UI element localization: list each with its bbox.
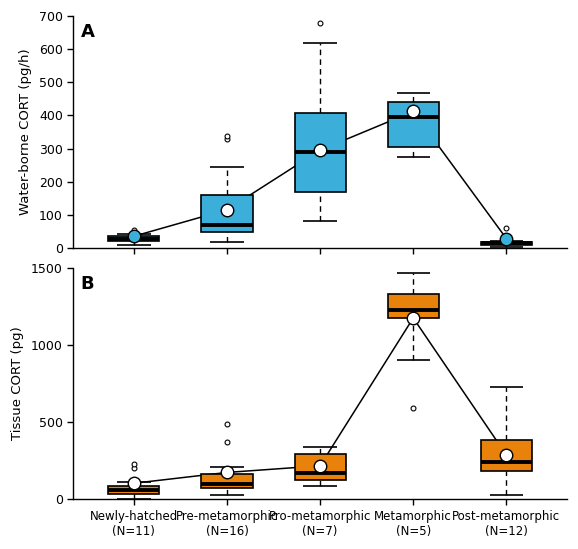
Bar xyxy=(108,485,160,494)
Y-axis label: Tissue CORT (pg): Tissue CORT (pg) xyxy=(11,327,24,440)
Bar xyxy=(201,474,253,489)
Bar xyxy=(388,102,439,147)
Text: A: A xyxy=(81,23,95,41)
Bar xyxy=(295,454,346,480)
Bar xyxy=(481,440,532,472)
Bar xyxy=(481,242,532,245)
Bar xyxy=(388,294,439,318)
Text: B: B xyxy=(81,274,94,293)
Bar xyxy=(108,236,160,241)
Bar xyxy=(295,113,346,192)
Y-axis label: Water-borne CORT (pg/h): Water-borne CORT (pg/h) xyxy=(19,49,32,215)
Bar xyxy=(201,195,253,232)
